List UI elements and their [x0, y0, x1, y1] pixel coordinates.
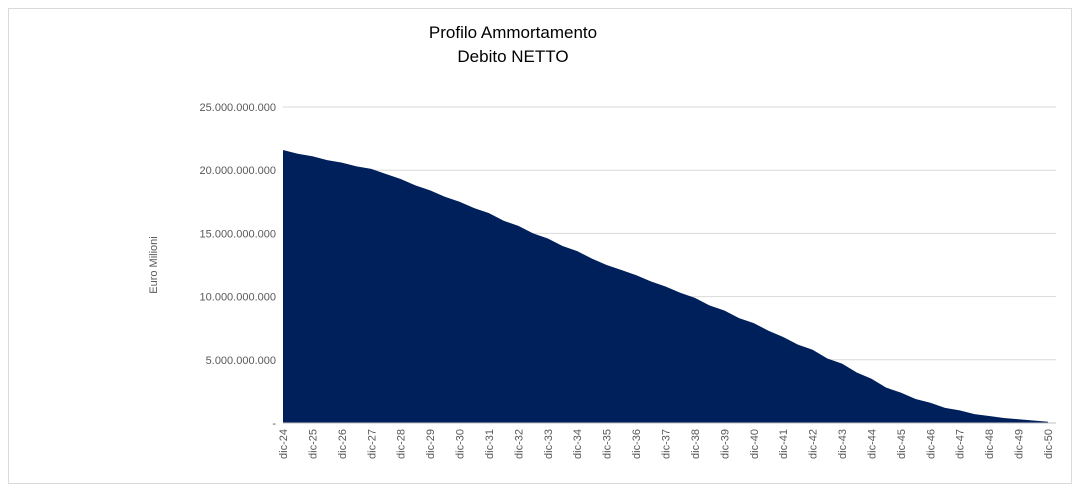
x-tick-label: dic-45: [896, 429, 908, 459]
x-tick-label: dic-47: [955, 429, 967, 459]
y-tick-label: 20.000.000.000: [200, 165, 276, 177]
x-tick-label: dic-50: [1043, 429, 1055, 459]
x-tick-label: dic-39: [719, 429, 731, 459]
x-tick-label: dic-32: [513, 429, 525, 459]
y-tick-label: 10.000.000.000: [200, 292, 276, 304]
x-tick-label: dic-46: [925, 429, 937, 459]
x-tick-label: dic-40: [749, 429, 761, 459]
x-tick-label: dic-41: [778, 429, 790, 459]
x-tick-label: dic-44: [866, 429, 878, 459]
y-tick-label: -: [272, 418, 276, 430]
x-tick-label: dic-42: [808, 429, 820, 459]
x-tick-label: dic-43: [837, 429, 849, 459]
x-tick-label: dic-27: [366, 429, 378, 459]
x-tick-label: dic-37: [661, 429, 673, 459]
x-tick-label: dic-31: [484, 429, 496, 459]
chart-title: Profilo Ammortamento: [429, 23, 597, 42]
x-tick-label: dic-24: [278, 429, 290, 459]
x-tick-label: dic-36: [631, 429, 643, 459]
x-tick-label: dic-35: [602, 429, 614, 459]
y-axis-label: Euro Milioni: [148, 236, 160, 293]
y-tick-label: 15.000.000.000: [200, 228, 276, 240]
x-tick-label: dic-28: [396, 429, 408, 459]
x-tick-label: dic-48: [984, 429, 996, 459]
y-tick-label: 5.000.000.000: [206, 355, 276, 367]
x-tick-label: dic-29: [425, 429, 437, 459]
area: [283, 149, 1048, 423]
y-tick-label: 25.000.000.000: [200, 102, 276, 114]
x-tick-label: dic-26: [337, 429, 349, 459]
x-tick-label: dic-33: [543, 429, 555, 459]
x-tick-label: dic-25: [307, 429, 319, 459]
x-tick-label: dic-34: [572, 429, 584, 459]
x-tick-label: dic-49: [1014, 429, 1026, 459]
chart-subtitle: Debito NETTO: [457, 47, 568, 66]
x-tick-label: dic-30: [455, 429, 467, 459]
x-tick-label: dic-38: [690, 429, 702, 459]
